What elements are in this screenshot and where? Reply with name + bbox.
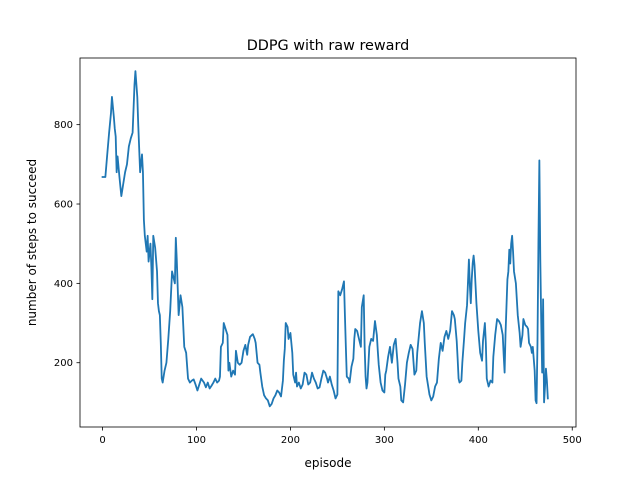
x-tick-label: 500 (563, 435, 582, 446)
x-tick-label: 200 (281, 435, 300, 446)
chart-title: DDPG with raw reward (247, 38, 410, 54)
y-axis: 200 400 600 800 (54, 120, 80, 369)
x-tick-label: 100 (187, 435, 206, 446)
plot-frame (79, 57, 577, 428)
x-tick-label: 300 (375, 435, 394, 446)
y-tick-label: 200 (54, 358, 73, 369)
y-tick-label: 400 (54, 279, 73, 290)
x-axis-label: episode (305, 456, 352, 470)
y-axis-label: number of steps to succeed (25, 159, 39, 326)
x-axis: 0 100 200 300 400 500 (99, 427, 582, 446)
y-tick-label: 800 (54, 120, 73, 131)
x-tick-label: 400 (469, 435, 488, 446)
y-tick-label: 600 (54, 200, 73, 211)
x-tick-label: 0 (99, 435, 105, 446)
data-series-line (101, 70, 549, 408)
